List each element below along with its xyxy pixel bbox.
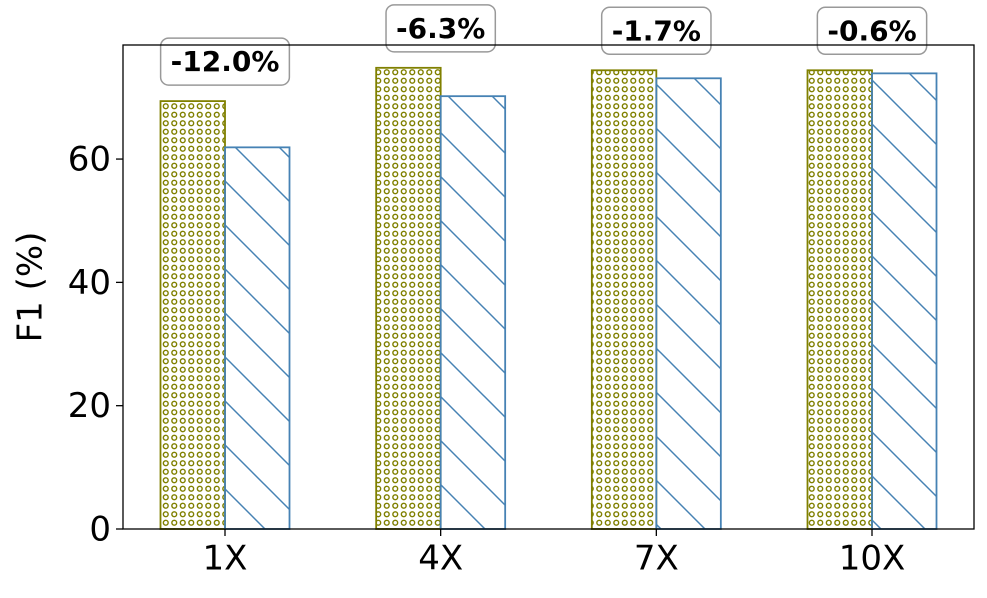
plot-frame [122, 44, 975, 530]
bar [159, 100, 226, 530]
x-tick-label: 4X [418, 539, 463, 579]
annotation-box [159, 37, 291, 86]
y-tick-label: 60 [68, 140, 111, 180]
bar [439, 95, 507, 530]
bar [655, 77, 722, 530]
y-tick-label: 20 [68, 386, 111, 426]
bar [375, 66, 442, 530]
x-tick-label: 7X [634, 539, 679, 579]
annotation: -6.3% [396, 12, 485, 45]
annotation-box [816, 6, 928, 56]
x-tick-label: 10X [839, 539, 906, 579]
x-tick-label: 1X [203, 539, 248, 579]
bar [590, 69, 658, 530]
bar [871, 72, 938, 530]
annotation: -1.7% [612, 14, 701, 47]
annotation: -12.0% [171, 45, 280, 78]
annotation-box [600, 6, 712, 56]
annotation-box [385, 4, 497, 53]
bar [806, 69, 873, 530]
annotation: -0.6% [827, 14, 916, 47]
bar [224, 146, 291, 530]
y-tick-label: 0 [89, 510, 111, 550]
y-tick-label: 40 [68, 263, 111, 303]
y-axis-label: F1 (%) [11, 232, 51, 343]
